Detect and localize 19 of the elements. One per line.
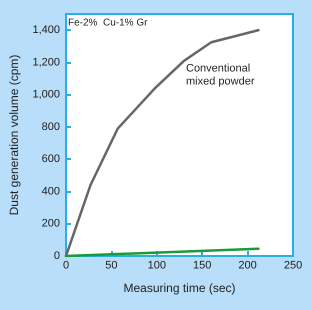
y-tick-label: 1,000 (32, 88, 60, 101)
x-tick-label: 100 (148, 260, 166, 272)
y-tick-label: 0 (54, 250, 60, 262)
x-tick-label: 250 (284, 260, 302, 272)
x-tick-label: 0 (62, 260, 70, 272)
x-tick-label: 50 (105, 260, 118, 272)
y-tick-label: 200 (42, 218, 60, 230)
x-tick-label: 150 (193, 260, 212, 272)
x-axis-title: Measuring time (sec) (123, 281, 236, 295)
annotation: Fe-2% Cu-1% Gr (68, 18, 148, 28)
y-tick-label: 1,400 (32, 24, 60, 36)
y-tick-label: 1,200 (32, 56, 60, 68)
y-tick-label: 600 (42, 153, 60, 166)
x-tick-label: 200 (238, 260, 257, 272)
line-series (64, 28, 260, 258)
series-label: Conventional mixed powder (186, 62, 255, 88)
y-tick-label: 800 (42, 120, 60, 133)
y-axis-title: Dust generation volume (cpm) (7, 54, 21, 216)
y-tick-label: 400 (42, 185, 60, 198)
